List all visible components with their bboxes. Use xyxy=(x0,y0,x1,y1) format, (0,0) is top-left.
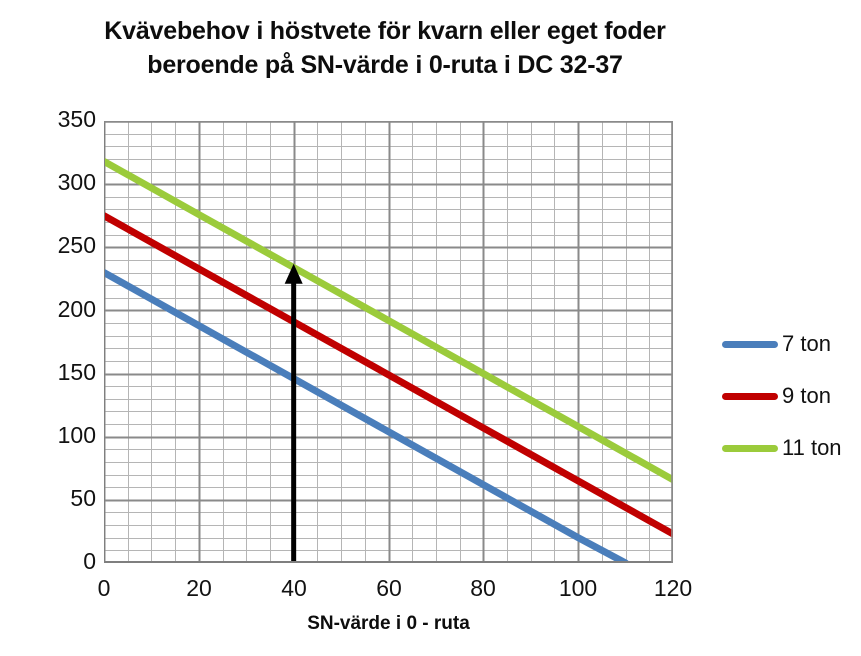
title-line-1: Kvävebehov i höstvete för kvarn eller eg… xyxy=(104,17,666,45)
y-tick-label-250: 250 xyxy=(57,232,96,258)
x-tick-label-0: 0 xyxy=(97,575,111,601)
legend-swatch-11-ton xyxy=(722,444,778,452)
series-lines xyxy=(104,157,673,563)
arrow-head xyxy=(284,263,303,284)
x-axis-title: SN-värde i 0 - ruta xyxy=(307,613,470,634)
legend-item-7-ton[interactable]: 7 ton xyxy=(722,318,861,370)
plot-background xyxy=(104,121,673,563)
legend-swatch-7-ton xyxy=(722,340,778,348)
plot-svg xyxy=(104,121,673,563)
annotation-arrow xyxy=(284,263,303,563)
legend-label-7-ton: 7 ton xyxy=(782,331,831,356)
y-tick-label-50: 50 xyxy=(70,485,96,511)
series-line-7-ton xyxy=(104,269,630,563)
x-tick-label-100: 100 xyxy=(558,575,598,601)
legend-label-11-ton: 11 ton xyxy=(782,435,842,460)
x-tick-label-80: 80 xyxy=(470,575,496,601)
series-line-9-ton xyxy=(104,212,673,538)
x-tick-label-40: 40 xyxy=(281,575,307,601)
legend-swatch-9-ton xyxy=(722,392,778,400)
legend-label-9-ton: 9 ton xyxy=(782,383,831,408)
y-tick-label-350: 350 xyxy=(57,106,96,132)
page-title: Kvävebehov i höstvete för kvarn eller eg… xyxy=(0,14,770,82)
y-tick-label-0: 0 xyxy=(83,548,96,574)
y-tick-label-100: 100 xyxy=(57,422,96,448)
legend-item-11-ton[interactable]: 11 ton xyxy=(722,422,861,474)
x-tick-label-60: 60 xyxy=(376,575,402,601)
x-tick-label-120: 120 xyxy=(653,575,693,601)
plot-area xyxy=(104,121,673,563)
y-tick-label-150: 150 xyxy=(57,359,96,385)
y-tick-label-200: 200 xyxy=(57,296,96,322)
series-line-11-ton xyxy=(104,157,673,484)
legend: 7 ton 9 ton 11 ton xyxy=(722,318,861,474)
x-tick-label-20: 20 xyxy=(186,575,212,601)
title-line-2: beroende på SN-värde i 0-ruta i DC 32-37 xyxy=(147,51,623,79)
legend-item-9-ton[interactable]: 9 ton xyxy=(722,370,861,422)
y-tick-label-300: 300 xyxy=(57,169,96,195)
